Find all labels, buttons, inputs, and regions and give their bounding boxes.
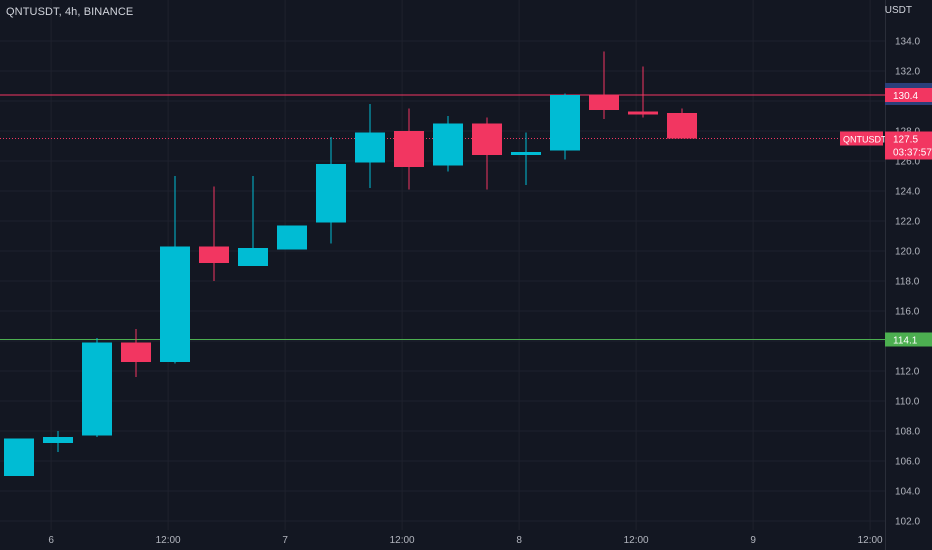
candle bbox=[199, 186, 229, 281]
price-tick-label: 132.0 bbox=[895, 67, 920, 78]
candle-body-down bbox=[121, 342, 151, 362]
time-tick-label: 9 bbox=[750, 535, 756, 546]
resistance-price-tag bbox=[885, 88, 932, 102]
price-tick-label: 102.0 bbox=[895, 517, 920, 528]
time-tick-label: 8 bbox=[516, 535, 522, 546]
support-price-tag bbox=[885, 332, 932, 347]
price-tick-label: 116.0 bbox=[895, 307, 920, 318]
candle-body-up bbox=[43, 437, 73, 443]
candle-body-down bbox=[667, 113, 697, 139]
time-tick-label: 12:00 bbox=[858, 535, 883, 546]
currency-label: USDT bbox=[884, 5, 912, 16]
candle-body-up bbox=[511, 152, 541, 155]
support-price-text: 114.1 bbox=[893, 336, 918, 347]
candle bbox=[82, 338, 112, 437]
resistance-price-text: 130.4 bbox=[893, 91, 918, 102]
candle bbox=[355, 104, 385, 188]
candle bbox=[277, 225, 307, 250]
candle-body-up bbox=[316, 164, 346, 223]
candle-body-down bbox=[199, 246, 229, 263]
price-axis[interactable]: 102.0104.0106.0108.0110.0112.0114.0116.0… bbox=[895, 37, 920, 528]
candle-body-up bbox=[4, 438, 34, 476]
candle bbox=[43, 431, 73, 452]
time-tick-label: 12:00 bbox=[390, 535, 415, 546]
candle bbox=[667, 108, 697, 139]
candle bbox=[394, 108, 424, 190]
candle-body-down bbox=[394, 131, 424, 167]
price-tick-label: 118.0 bbox=[895, 277, 920, 288]
candle-body-down bbox=[628, 111, 658, 115]
candle bbox=[472, 117, 502, 190]
candle-body-down bbox=[472, 123, 502, 155]
candle bbox=[433, 116, 463, 172]
price-tick-label: 112.0 bbox=[895, 367, 920, 378]
candle-body-up bbox=[238, 248, 268, 266]
price-tick-label: 120.0 bbox=[895, 247, 920, 258]
time-tick-label: 12:00 bbox=[624, 535, 649, 546]
price-tick-label: 108.0 bbox=[895, 427, 920, 438]
price-tick-label: 124.0 bbox=[895, 187, 920, 198]
symbol-tag-text: QNTUSDT bbox=[843, 135, 887, 145]
price-tick-label: 106.0 bbox=[895, 457, 920, 468]
candle bbox=[121, 329, 151, 377]
candle bbox=[589, 51, 619, 119]
candle bbox=[628, 66, 658, 118]
candle bbox=[511, 132, 541, 185]
candles[interactable] bbox=[4, 51, 697, 477]
candle-body-up bbox=[160, 246, 190, 362]
candle bbox=[238, 176, 268, 266]
candle bbox=[160, 176, 190, 364]
candle-body-down bbox=[589, 95, 619, 110]
time-axis[interactable]: 6 12:00 7 12:00 8 12:00 9 12:00 bbox=[48, 535, 883, 546]
horizontal-levels[interactable] bbox=[0, 94, 885, 340]
price-tags: 130.4 114.1 QNTUSDT 127.5 03:37:57 bbox=[840, 83, 932, 347]
price-tick-label: 134.0 bbox=[895, 37, 920, 48]
candle-body-up bbox=[433, 123, 463, 166]
countdown-text: 03:37:57 bbox=[893, 148, 932, 159]
time-tick-label: 7 bbox=[282, 535, 288, 546]
price-tick-label: 126.0 bbox=[895, 157, 920, 168]
grid-lines bbox=[0, 0, 886, 550]
candle bbox=[550, 93, 580, 160]
candle bbox=[4, 438, 34, 476]
price-tick-label: 110.0 bbox=[895, 397, 920, 408]
symbol-title: QNTUSDT, 4h, BINANCE bbox=[6, 6, 134, 18]
current-price-text: 127.5 bbox=[893, 135, 918, 146]
candle-body-up bbox=[550, 95, 580, 151]
time-tick-label: 6 bbox=[48, 535, 54, 546]
current-price-tag bbox=[885, 131, 932, 160]
candle-body-up bbox=[355, 132, 385, 163]
symbol-tag bbox=[840, 131, 883, 146]
candle bbox=[316, 137, 346, 244]
candle-body-up bbox=[277, 225, 307, 250]
time-tick-label: 12:00 bbox=[156, 535, 181, 546]
price-tick-label: 104.0 bbox=[895, 487, 920, 498]
candle-body-up bbox=[82, 342, 112, 436]
price-tick-label: 122.0 bbox=[895, 217, 920, 228]
